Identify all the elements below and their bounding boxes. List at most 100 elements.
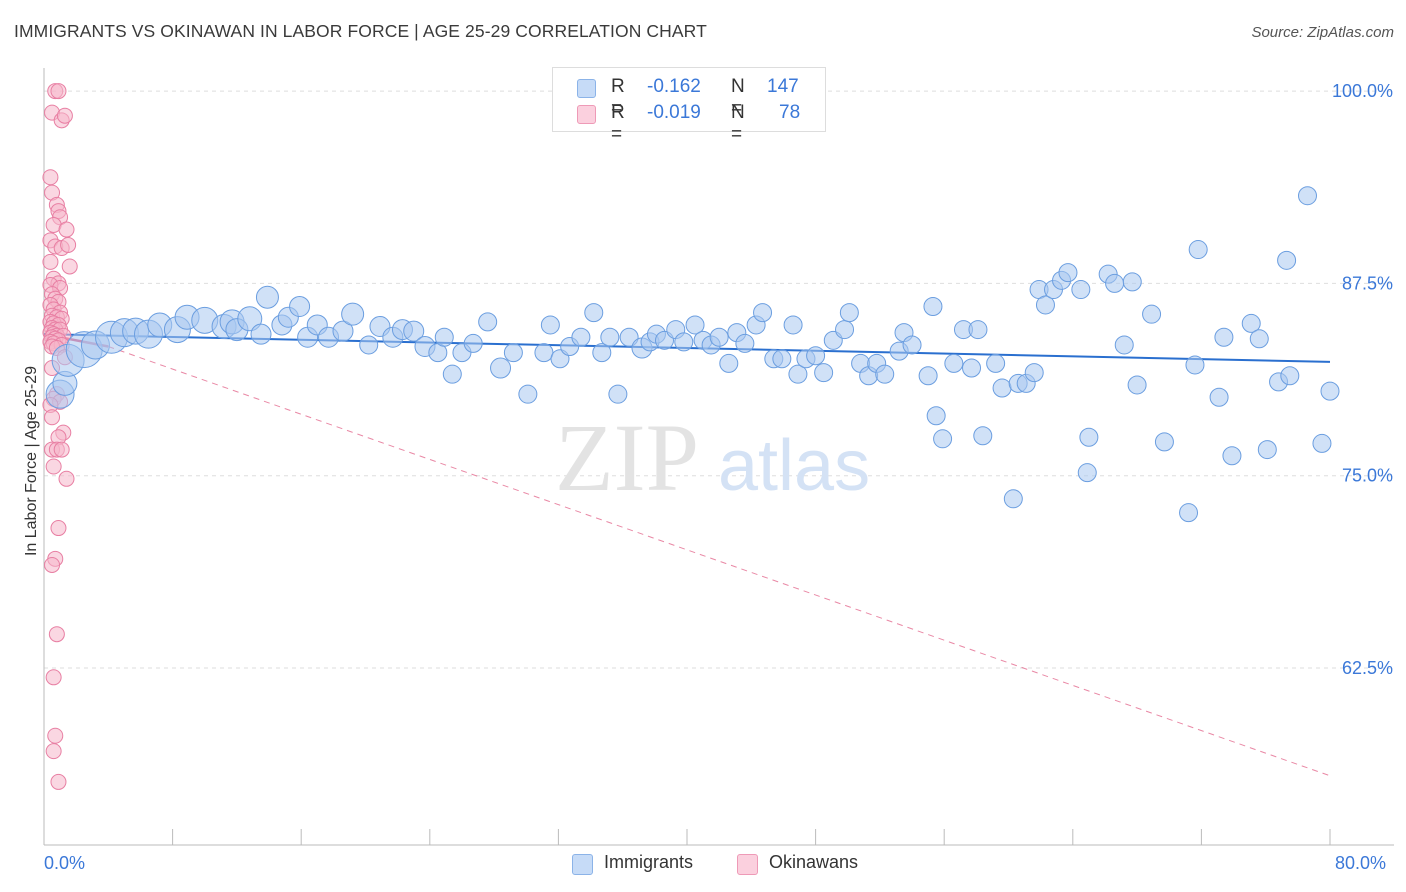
watermark-atlas: atlas [718, 426, 870, 506]
okinawans-legend-label: Okinawans [769, 852, 859, 872]
immigrants-point [359, 335, 379, 355]
immigrants-point [753, 303, 773, 323]
immigrants-point [839, 303, 859, 323]
immigrants-legend-swatch [572, 854, 593, 875]
y-axis-label: In Labor Force | Age 25-29 [23, 365, 40, 557]
y-tick-label: 87.5% [1342, 273, 1393, 293]
immigrants-point [735, 333, 755, 353]
okinawans-point [50, 773, 67, 790]
immigrants-point [434, 327, 454, 347]
immigrants-point [540, 315, 560, 335]
immigrants-point [992, 378, 1012, 398]
immigrants-point [341, 302, 365, 326]
immigrants-point [962, 358, 982, 378]
okinawans-point [60, 236, 77, 253]
okinawans-trend-dashed [108, 346, 1331, 777]
immigrants-point [600, 327, 620, 347]
okinawans-point [48, 626, 65, 643]
immigrants-point [1142, 304, 1162, 324]
immigrants-point [442, 364, 462, 384]
immigrants-point [571, 327, 591, 347]
legend-r-value: -0.019 [647, 102, 701, 123]
immigrants-point [986, 353, 1006, 373]
immigrants-point [1127, 375, 1147, 395]
immigrants-point [463, 333, 483, 353]
legend-n-label: N = [731, 76, 745, 119]
immigrants-point [1188, 240, 1208, 260]
okinawans-point [44, 409, 61, 426]
immigrants-point [592, 343, 612, 363]
immigrants-point [1312, 433, 1332, 453]
immigrants-legend-label: Immigrants [604, 852, 694, 872]
immigrants-point [1058, 263, 1078, 283]
immigrants-point [1277, 250, 1297, 270]
immigrants-point [478, 312, 498, 332]
immigrants-point [1105, 273, 1125, 293]
okinawans-point [61, 258, 78, 275]
immigrants-point [973, 426, 993, 446]
immigrants-point [403, 320, 425, 342]
immigrants-point [783, 315, 803, 335]
x-ticks [43, 829, 1331, 845]
immigrants-point [608, 384, 628, 404]
trend-lines [43, 332, 1331, 777]
okinawans-point [45, 743, 62, 760]
immigrants-point [709, 327, 729, 347]
immigrants-point [490, 357, 512, 379]
okinawans-legend-swatch [737, 854, 758, 875]
immigrants-point [835, 320, 855, 340]
immigrants-point [1222, 446, 1242, 466]
y-tick-label: 100.0% [1332, 81, 1393, 101]
immigrants-point [1241, 313, 1261, 333]
okinawans-point [42, 169, 59, 186]
okinawans-point [50, 520, 67, 537]
immigrants-point [584, 303, 604, 323]
source-credit: Source: ZipAtlas.com [1251, 24, 1394, 41]
immigrants-point [968, 320, 988, 340]
x-tick-label-max: 80.0% [1335, 853, 1387, 873]
okinawans-point [58, 470, 75, 487]
immigrants-point [1179, 503, 1199, 523]
okinawans-point [53, 441, 70, 458]
immigrants-swatch [577, 79, 596, 98]
immigrants-points [45, 186, 1340, 523]
immigrants-point [1257, 440, 1277, 460]
okinawans-point [45, 669, 62, 686]
immigrants-point [534, 343, 554, 363]
immigrants-point [875, 364, 895, 384]
okinawans-point [47, 727, 64, 744]
immigrants-point [788, 364, 808, 384]
okinawans-swatch [577, 105, 596, 124]
immigrants-point [289, 295, 311, 317]
immigrants-point [944, 353, 964, 373]
legend-r-label: R = [611, 76, 625, 119]
immigrants-point [772, 349, 792, 369]
legend-r-value: -0.162 [647, 76, 701, 97]
immigrants-point [250, 323, 272, 345]
chart-title: IMMIGRANTS VS OKINAWAN IN LABOR FORCE | … [14, 21, 707, 41]
immigrants-point [1320, 381, 1340, 401]
immigrants-point [237, 306, 263, 332]
immigrants-point [923, 296, 943, 316]
okinawans-points [42, 83, 78, 790]
okinawans-point [50, 83, 67, 100]
immigrants-point [503, 343, 523, 363]
legend-n-value: 78 [779, 102, 801, 123]
immigrants-point [814, 363, 834, 383]
immigrants-point [1214, 327, 1234, 347]
immigrants-point [1154, 432, 1174, 452]
legend-n-value: 147 [767, 76, 799, 97]
immigrants-point [719, 353, 739, 373]
immigrants-point [1185, 355, 1205, 375]
immigrants-point [933, 429, 953, 449]
immigrants-point [255, 285, 279, 309]
okinawans-point [58, 221, 75, 238]
immigrants-point [1122, 272, 1142, 292]
okinawans-point [45, 458, 62, 475]
y-tick-label: 75.0% [1342, 466, 1393, 486]
immigrants-point [1071, 280, 1091, 300]
immigrants-point [685, 315, 705, 335]
stats-legend: R = -0.162 N = 147 R = -0.019 N = 78 [552, 67, 826, 145]
immigrants-point [1209, 387, 1229, 407]
